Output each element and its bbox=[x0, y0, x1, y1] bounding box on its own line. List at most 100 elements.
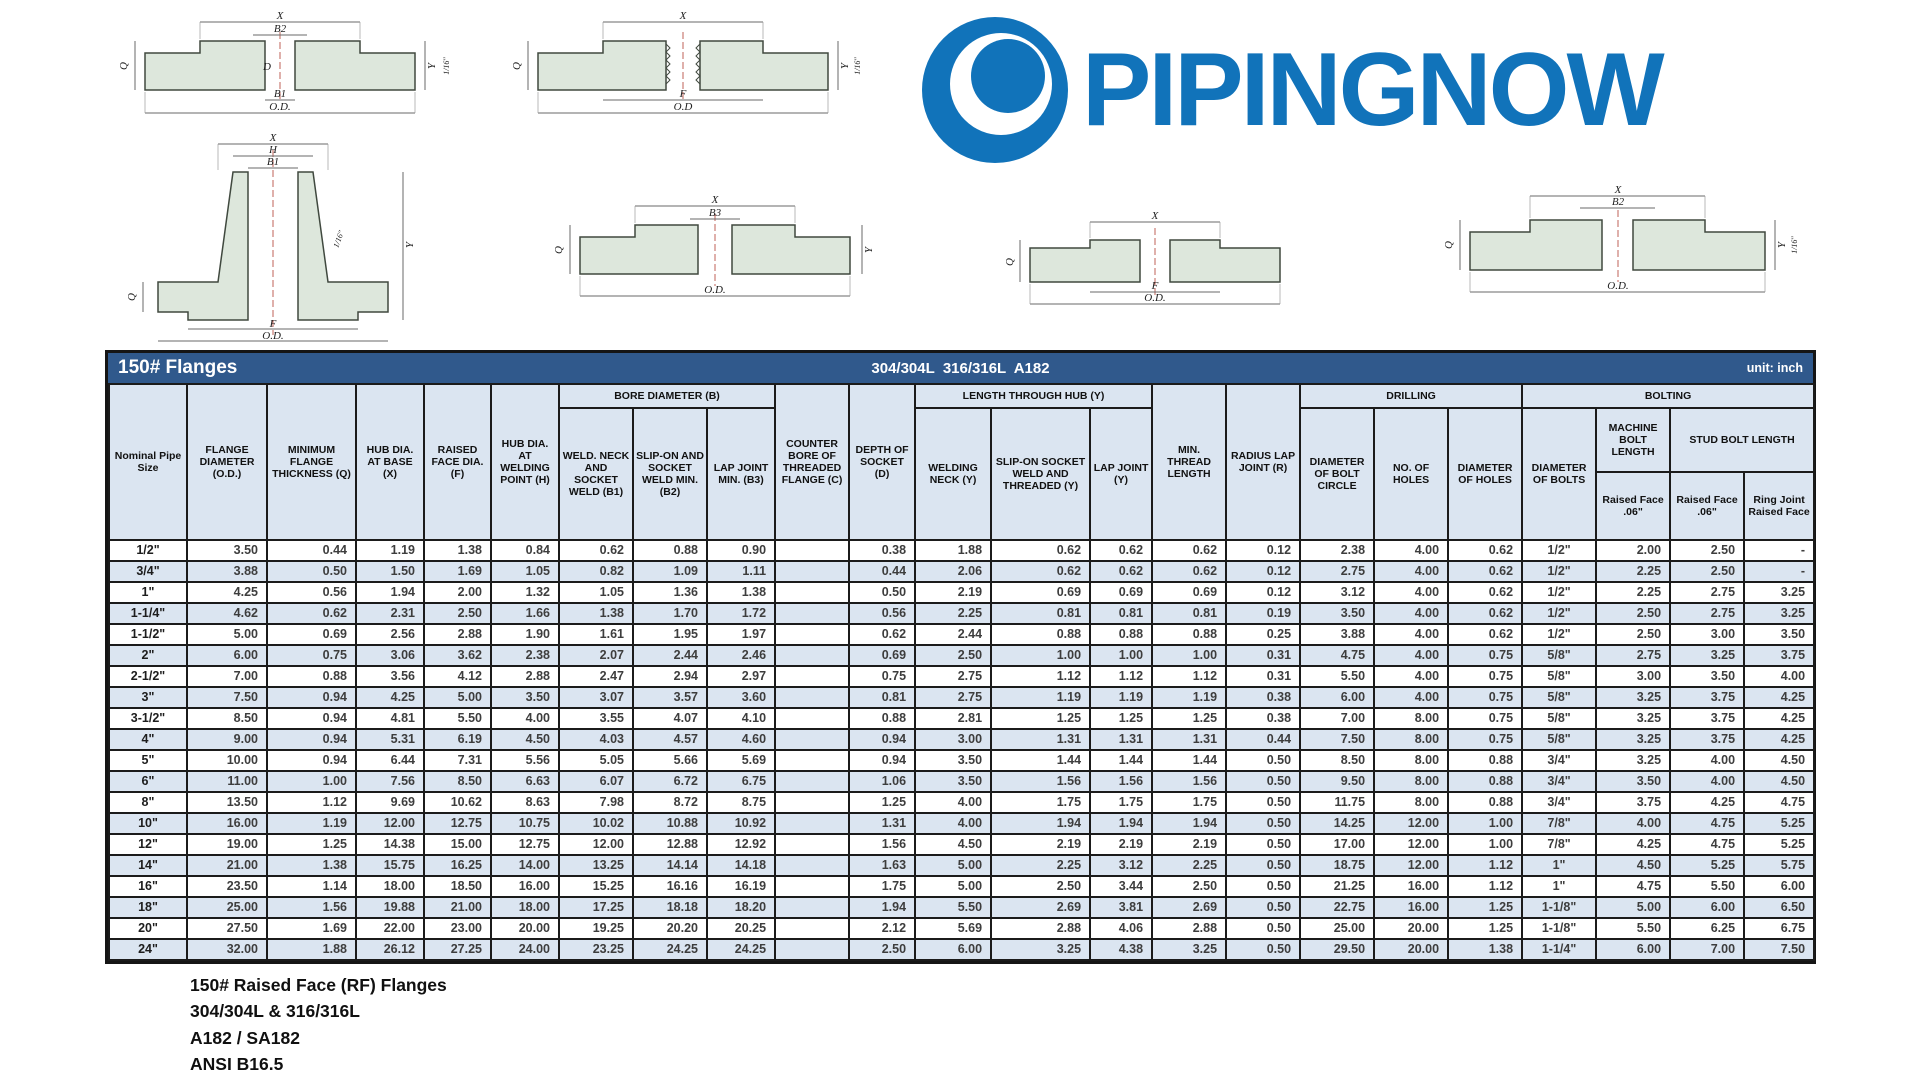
value-cell: 0.69 bbox=[990, 581, 1092, 604]
pipe-size-cell: 10" bbox=[108, 812, 188, 835]
value-cell: 10.88 bbox=[632, 812, 708, 835]
value-cell: 1.90 bbox=[490, 623, 560, 646]
col-hub-dia-base: HUB DIA. AT BASE (X) bbox=[355, 383, 425, 541]
pipe-size-cell: 1-1/4" bbox=[108, 602, 188, 625]
value-cell: 2.25 bbox=[1151, 854, 1228, 877]
value-cell: 16.00 bbox=[1373, 875, 1450, 898]
pipe-size-cell: 3-1/2" bbox=[108, 707, 188, 730]
value-cell: 29.50 bbox=[1299, 938, 1376, 961]
pipe-size-cell: 24" bbox=[108, 938, 188, 961]
value-cell: 5.66 bbox=[632, 749, 708, 772]
value-cell: 0.62 bbox=[990, 539, 1092, 562]
value-cell: 0.62 bbox=[990, 560, 1092, 583]
value-cell: 1.56 bbox=[1089, 770, 1154, 793]
value-cell: 14.25 bbox=[1299, 812, 1376, 835]
value-cell bbox=[774, 623, 851, 646]
value-cell: 12.00 bbox=[1373, 812, 1450, 835]
value-cell: 12.75 bbox=[423, 812, 492, 835]
pipingnow-logo-text: PIPINGNOW bbox=[1082, 32, 1665, 148]
pipe-size-cell: 12" bbox=[108, 833, 188, 856]
value-cell: 6.00 bbox=[1595, 938, 1672, 961]
value-cell: 4.10 bbox=[705, 707, 777, 730]
value-cell: 0.69 bbox=[1151, 581, 1228, 604]
col-b2: SLIP-ON AND SOCKET WELD MIN. (B2) bbox=[632, 407, 708, 541]
value-cell: 2.88 bbox=[1151, 917, 1228, 940]
value-cell: 3.50 bbox=[490, 686, 560, 709]
footer-line: 304/304L & 316/316L bbox=[190, 1001, 360, 1022]
value-cell: 3.75 bbox=[1669, 686, 1746, 709]
value-cell: 1" bbox=[1521, 875, 1598, 898]
value-cell: 9.00 bbox=[186, 728, 268, 751]
value-cell: 12.00 bbox=[558, 833, 634, 856]
dim-label: Q bbox=[118, 62, 130, 70]
value-cell: 5.00 bbox=[1595, 896, 1672, 919]
value-cell: 0.62 bbox=[1447, 602, 1524, 625]
value-cell: 10.00 bbox=[186, 749, 268, 772]
dim-label: O.D. bbox=[704, 284, 725, 296]
value-cell: 3.25 bbox=[1595, 707, 1672, 730]
value-cell: 1.56 bbox=[848, 833, 917, 856]
value-cell: 1.56 bbox=[266, 896, 357, 919]
value-cell: 16.19 bbox=[705, 875, 777, 898]
value-cell: 20.20 bbox=[632, 917, 708, 940]
value-cell: 5.00 bbox=[914, 854, 993, 877]
value-cell: 3.88 bbox=[186, 560, 268, 583]
value-cell: 1.94 bbox=[1151, 812, 1228, 835]
value-cell: 0.31 bbox=[1225, 644, 1302, 667]
value-cell: 0.90 bbox=[705, 539, 777, 562]
value-cell: 6.75 bbox=[1743, 917, 1816, 940]
value-cell: 1.00 bbox=[990, 644, 1092, 667]
value-cell: 1-1/8" bbox=[1521, 917, 1598, 940]
value-cell: 0.50 bbox=[1225, 833, 1302, 856]
value-cell: 0.62 bbox=[1447, 539, 1524, 562]
value-cell: 4.00 bbox=[1373, 623, 1450, 646]
value-cell: 1.00 bbox=[1447, 833, 1524, 856]
value-cell: 3.62 bbox=[423, 644, 492, 667]
value-cell: 3.50 bbox=[186, 539, 268, 562]
value-cell: 3.25 bbox=[990, 938, 1092, 961]
value-cell: 2.50 bbox=[990, 875, 1092, 898]
col-bolt-diameter: DIAMETER OF BOLTS bbox=[1521, 407, 1598, 541]
value-cell: 2.19 bbox=[990, 833, 1092, 856]
value-cell: 4.25 bbox=[1743, 686, 1816, 709]
value-cell: 8.72 bbox=[632, 791, 708, 814]
value-cell: 16.00 bbox=[186, 812, 268, 835]
dim-label: F bbox=[1151, 280, 1159, 292]
value-cell: 7.98 bbox=[558, 791, 634, 814]
value-cell: 18.75 bbox=[1299, 854, 1376, 877]
value-cell: 2.88 bbox=[423, 623, 492, 646]
value-cell: 9.50 bbox=[1299, 770, 1376, 793]
value-cell: 1.11 bbox=[705, 560, 777, 583]
value-cell: 1.00 bbox=[1151, 644, 1228, 667]
value-cell: 0.62 bbox=[1151, 539, 1228, 562]
value-cell: 1.75 bbox=[1151, 791, 1228, 814]
value-cell: 3.07 bbox=[558, 686, 634, 709]
dim-label: B3 bbox=[709, 207, 722, 219]
value-cell: 6.44 bbox=[355, 749, 425, 772]
value-cell: 0.56 bbox=[266, 581, 357, 604]
value-cell: 1.31 bbox=[1089, 728, 1154, 751]
dim-label: Y bbox=[1776, 240, 1788, 248]
value-cell: 2.25 bbox=[914, 602, 993, 625]
value-cell: 1-1/8" bbox=[1521, 896, 1598, 919]
value-cell: 4.50 bbox=[490, 728, 560, 751]
value-cell: 1.25 bbox=[266, 833, 357, 856]
value-cell: 1.25 bbox=[1089, 707, 1154, 730]
value-cell: 2.38 bbox=[490, 644, 560, 667]
value-cell bbox=[774, 812, 851, 835]
value-cell: 0.88 bbox=[1447, 791, 1524, 814]
value-cell: 5.25 bbox=[1743, 812, 1816, 835]
value-cell: 2.88 bbox=[490, 665, 560, 688]
value-cell: 1.94 bbox=[848, 896, 917, 919]
value-cell: 5/8" bbox=[1521, 644, 1598, 667]
value-cell: 12.75 bbox=[490, 833, 560, 856]
dim-label: Y bbox=[863, 245, 875, 253]
pipe-size-cell: 1/2" bbox=[108, 539, 188, 562]
value-cell: 2.75 bbox=[1595, 644, 1672, 667]
value-cell: 5.50 bbox=[1299, 665, 1376, 688]
footer-line: ANSI B16.5 bbox=[190, 1053, 284, 1074]
value-cell: 4.75 bbox=[1743, 791, 1816, 814]
value-cell: 6.07 bbox=[558, 770, 634, 793]
pipe-size-cell: 18" bbox=[108, 896, 188, 919]
value-cell: 1.12 bbox=[1447, 854, 1524, 877]
